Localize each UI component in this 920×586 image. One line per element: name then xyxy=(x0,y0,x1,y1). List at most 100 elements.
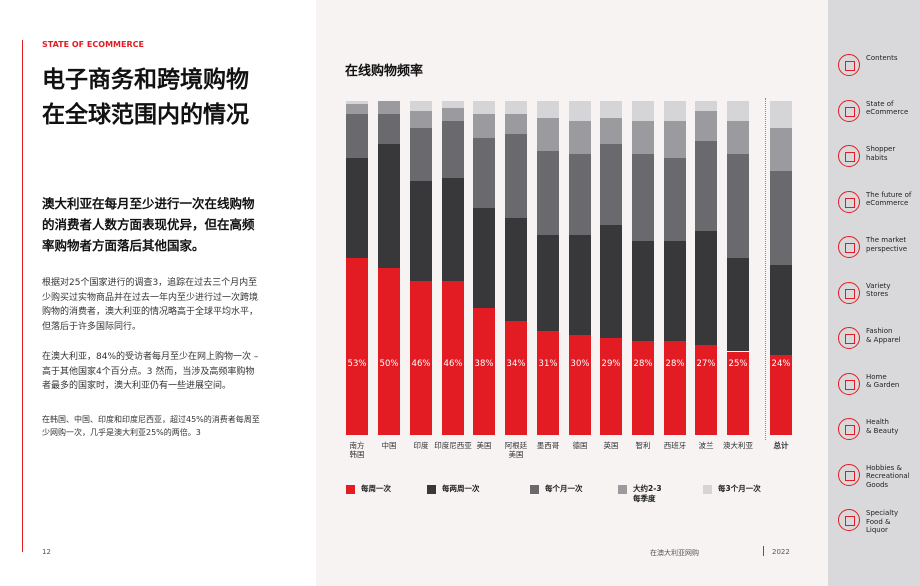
legend-swatch xyxy=(346,485,355,494)
nav-label: Hobbies & Recreational Goods xyxy=(866,463,910,489)
nav-label: Fashion & Apparel xyxy=(866,327,901,344)
bar-segment xyxy=(600,224,622,339)
bar-segment xyxy=(664,241,686,342)
bar-segment xyxy=(569,154,591,235)
value-label: 50% xyxy=(379,359,399,369)
bar-segment xyxy=(664,341,686,435)
bar-segment xyxy=(664,157,686,242)
bar-segment xyxy=(442,101,464,108)
bar-segment xyxy=(727,101,749,122)
bar-segment xyxy=(632,154,654,242)
bar-segment xyxy=(569,234,591,335)
x-tick-label: 印度尼西亚 xyxy=(434,441,472,450)
nav-item[interactable]: Fashion & Apparel xyxy=(838,323,918,359)
nav-item[interactable]: Specialty Food & Liquor xyxy=(838,505,918,541)
nav-item[interactable]: Contents xyxy=(838,50,918,86)
bar-segment xyxy=(770,264,792,355)
legend-swatch xyxy=(427,485,436,494)
nav-item[interactable]: State of eCommerce xyxy=(838,96,918,132)
nav-item[interactable]: Home & Garden xyxy=(838,369,918,405)
title: 电子商务和跨境购物 xyxy=(42,67,249,93)
bar-segment xyxy=(600,338,622,435)
legend-label: 每两周一次 xyxy=(442,484,480,493)
separator xyxy=(765,98,766,440)
nav-icon xyxy=(838,372,860,395)
x-tick-label: 西班牙 xyxy=(663,441,687,450)
value-label: 29% xyxy=(601,359,621,369)
bar-segment xyxy=(695,141,717,232)
x-tick-label: 南方 韩国 xyxy=(349,441,365,459)
bar-segment xyxy=(442,107,464,122)
nav-label: Health & Beauty xyxy=(866,418,899,435)
bar-segment xyxy=(537,117,559,152)
nav-item[interactable]: Shopper habits xyxy=(838,141,918,177)
bar-segment xyxy=(442,121,464,178)
x-tick-label: 总计 xyxy=(773,441,789,450)
footer-rule xyxy=(763,546,764,556)
value-label: 27% xyxy=(696,359,716,369)
x-tick-label: 印度 xyxy=(413,441,429,450)
rule xyxy=(22,40,23,552)
bar-segment xyxy=(378,101,400,115)
bar-segment xyxy=(346,257,368,435)
bar-segment xyxy=(632,241,654,342)
bar-segment xyxy=(569,334,591,435)
nav-label: State of eCommerce xyxy=(866,99,909,117)
bar-segment xyxy=(346,157,368,258)
nav-icon xyxy=(838,54,860,76)
bar-segment xyxy=(664,121,686,158)
nav-label: Shopper habits xyxy=(866,145,896,162)
nav-item[interactable]: The future of eCommerce xyxy=(838,187,918,223)
bar-segment xyxy=(410,127,432,182)
bar-segment xyxy=(537,234,559,332)
bar-segment xyxy=(695,344,717,435)
value-label: 46% xyxy=(443,359,463,369)
nav-item[interactable]: Variety Stores xyxy=(838,278,918,314)
bar-segment xyxy=(505,217,527,322)
bar-segment xyxy=(727,154,749,258)
bar-segment xyxy=(473,207,495,309)
bar-segment xyxy=(473,114,495,138)
page-number: 12 xyxy=(42,548,51,556)
legend-label: 每3个月一次 xyxy=(718,484,761,493)
bar-segment xyxy=(632,341,654,435)
bar-segment xyxy=(695,231,717,345)
bar-segment xyxy=(600,101,622,118)
paragraph: 根据对25个国家进行的调查3，追踪在过去三个月内至少购买过实物商品并在过去一年内… xyxy=(42,278,259,332)
title: 在全球范围内的情况 xyxy=(42,102,249,128)
nav-icon xyxy=(838,509,860,531)
x-tick-label: 英国 xyxy=(603,441,619,450)
bar-segment xyxy=(473,101,495,115)
nav-item[interactable]: Health & Beauty xyxy=(838,414,918,450)
x-tick-label: 中国 xyxy=(381,441,397,450)
nav-label: Variety Stores xyxy=(866,281,891,299)
nav-label: Contents xyxy=(866,54,898,62)
bar-segment xyxy=(770,127,792,172)
footer-year: 2022 xyxy=(772,548,790,556)
bar-segment xyxy=(346,101,368,105)
bar-segment xyxy=(505,114,527,135)
nav-item[interactable]: Hobbies & Recreational Goods xyxy=(838,460,918,496)
x-tick-label: 智利 xyxy=(635,441,651,450)
chart-title: 在线购物频率 xyxy=(345,64,424,79)
legend-swatch xyxy=(618,485,627,494)
bar-segment xyxy=(410,111,432,128)
bar-segment xyxy=(442,177,464,282)
value-label: 34% xyxy=(506,359,526,369)
bar-segment xyxy=(695,101,717,112)
bar-segment xyxy=(569,101,591,122)
value-label: 25% xyxy=(728,359,748,369)
bar-segment xyxy=(378,114,400,145)
legend-swatch xyxy=(530,485,539,494)
nav-item[interactable]: The market perspective xyxy=(838,232,918,268)
bar-segment xyxy=(695,111,717,142)
x-tick-label: 澳大利亚 xyxy=(723,441,753,450)
x-tick-label: 墨西哥 xyxy=(536,441,560,450)
kicker: STATE OF ECOMMERCE xyxy=(42,40,144,49)
bar-segment xyxy=(664,101,686,122)
nav-icon xyxy=(838,281,860,304)
value-label: 31% xyxy=(538,359,558,369)
nav-icon xyxy=(838,463,860,486)
bar-segment xyxy=(537,151,559,235)
